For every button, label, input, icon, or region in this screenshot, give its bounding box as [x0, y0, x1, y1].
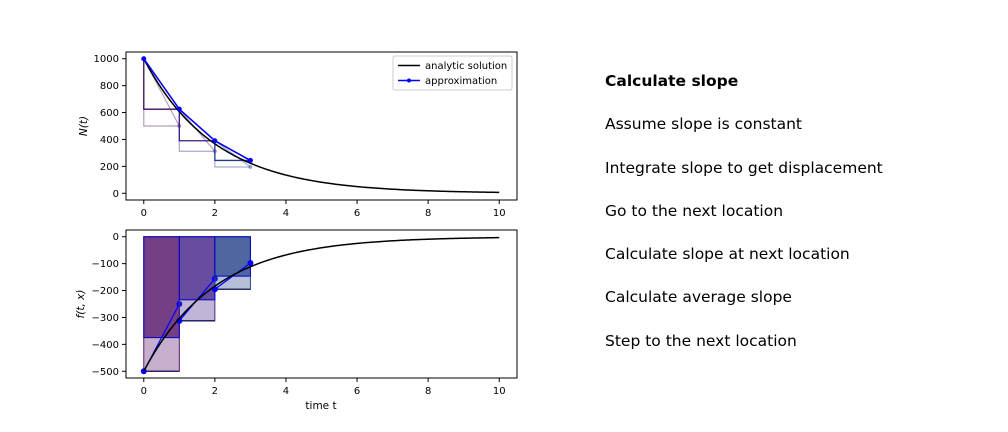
slope-end-point — [247, 260, 254, 267]
x-tick-label: 10 — [493, 386, 506, 397]
x-tick-label: 0 — [141, 208, 147, 219]
step-item: Calculate average slope — [605, 288, 792, 307]
y-tick-label: 600 — [100, 108, 119, 119]
approximation-point — [141, 56, 147, 62]
analytic-solution-line — [143, 58, 500, 194]
step-item: Calculate slope at next location — [605, 245, 850, 264]
y-tick-label: −500 — [92, 367, 119, 378]
legend-label-analytic: analytic solution — [425, 61, 507, 72]
approximation-point — [247, 157, 253, 163]
bottom-plot-marks — [140, 236, 500, 375]
legend-label-approximation: approximation — [425, 76, 497, 87]
step-item: Calculate slope — [605, 72, 739, 90]
y-tick-label: −100 — [92, 259, 119, 270]
bottom-axes: 0 2 4 6 8 10 0 −100 −200 −300 −400 −500 f(t, x) tim… — [75, 229, 518, 412]
bottom-ylabel: f(t, x) — [75, 290, 87, 319]
step-item: Go to the next location — [605, 201, 784, 220]
approximation-line — [143, 58, 251, 162]
top-ylabel: N(t) — [78, 116, 90, 136]
slope-area-average — [214, 236, 251, 277]
legend-marker-approximation — [407, 78, 411, 83]
x-tick-label: 2 — [212, 208, 218, 219]
top-plot-marks — [141, 56, 500, 194]
slope-area-average — [178, 236, 216, 301]
x-tick-label: 6 — [354, 208, 360, 219]
y-tick-label: −300 — [92, 313, 119, 324]
approximation-point — [176, 106, 182, 112]
y-tick-label: 200 — [100, 162, 119, 173]
euler-slope-line — [214, 140, 251, 168]
step-line — [214, 140, 251, 162]
x-tick-label: 8 — [425, 386, 431, 397]
x-tick-label: 8 — [425, 208, 431, 219]
step-line — [178, 109, 215, 142]
y-tick-label: 0 — [113, 189, 119, 200]
slope-start-point — [140, 368, 147, 375]
y-tick-label: 800 — [100, 81, 119, 92]
legend-box — [392, 55, 513, 91]
step-item: Step to the next location — [605, 331, 797, 350]
y-tick-label: −400 — [92, 340, 119, 351]
legend: analytic solution approximation — [392, 55, 513, 91]
slope-function-line — [143, 236, 500, 372]
top-ticks: 0 2 4 6 8 10 0 200 400 600 800 1000 — [94, 54, 506, 219]
step-item: Integrate slope to get displacement — [605, 158, 883, 177]
bottom-xlabel: time t — [305, 400, 336, 412]
x-tick-label: 4 — [283, 386, 289, 397]
euler-point — [248, 164, 253, 169]
x-tick-label: 2 — [212, 386, 218, 397]
bottom-axes-frame — [125, 229, 518, 379]
top-axes: 0 2 4 6 8 10 0 200 400 600 800 1000 N(t) analytic s… — [78, 51, 518, 219]
step-item: Assume slope is constant — [605, 115, 802, 134]
top-axes-frame — [125, 51, 518, 201]
approximation-point — [212, 138, 218, 144]
bottom-ticks: 0 2 4 6 8 10 0 −100 −200 −300 −400 −500 — [92, 232, 506, 397]
x-tick-label: 4 — [283, 208, 289, 219]
step-line — [143, 58, 180, 110]
x-tick-label: 10 — [493, 208, 506, 219]
y-tick-label: 400 — [100, 135, 119, 146]
x-tick-label: 0 — [141, 386, 147, 397]
step-list: Calculate slope Assume slope is constant… — [605, 70, 883, 373]
y-tick-label: 0 — [113, 232, 119, 243]
x-tick-label: 6 — [354, 386, 360, 397]
y-tick-label: −200 — [92, 286, 119, 297]
y-tick-label: 1000 — [94, 54, 119, 65]
slope-connector-line — [214, 262, 251, 290]
slope-area-average — [143, 236, 180, 339]
